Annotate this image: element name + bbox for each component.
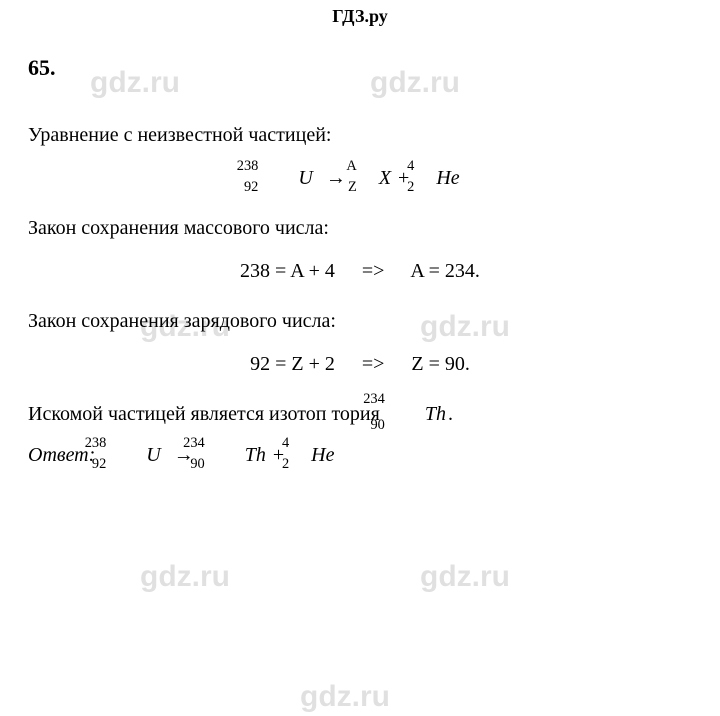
nuclide-u238: 238 92 U — [258, 167, 312, 190]
nuclide-th234: 234 90 Th — [205, 444, 266, 467]
mass-conservation-label: Закон сохранения массового числа: — [28, 214, 692, 242]
equation-charge: 92 = Z + 2 => Z = 90. — [28, 353, 692, 376]
element-symbol: U — [296, 167, 312, 190]
mass-number: 234 — [183, 436, 205, 450]
intro-line: Уравнение с неизвестной частицей: — [28, 121, 692, 149]
nuclide-th234: 234 90 Th — [385, 400, 446, 428]
nuclide-u238: 238 92 U — [106, 444, 160, 467]
atomic-number: 2 — [407, 180, 414, 194]
mass-number: 238 — [85, 436, 107, 450]
element-symbol: U — [144, 444, 160, 467]
atomic-number: 90 — [190, 457, 204, 471]
watermark: gdz.ru — [140, 560, 230, 594]
element-symbol: Th — [423, 400, 446, 428]
problem-number: 65. — [28, 55, 692, 81]
nuclide-he4: 4 2 He — [414, 167, 459, 190]
element-symbol: He — [309, 444, 334, 467]
mass-number: 238 — [237, 159, 259, 173]
result-text: Искомой частицей является изотоп тория — [28, 403, 385, 425]
watermark: gdz.ru — [300, 680, 390, 714]
charge-conservation-label: Закон сохранения зарядового числа: — [28, 307, 692, 335]
element-symbol: He — [434, 167, 459, 190]
mass-eq-rhs: A = 234. — [410, 260, 480, 282]
atomic-number: 90 — [370, 418, 384, 432]
arrow-icon: → — [326, 167, 346, 189]
mass-number: 234 — [363, 392, 385, 406]
equation-mass: 238 = A + 4 => A = 234. — [28, 260, 692, 283]
equation-unknown-particle: 238 92 U → A Z X + 4 2 He — [28, 167, 692, 190]
page-content: 65. Уравнение с неизвестной частицей: 23… — [0, 27, 720, 467]
implies-icon: => — [362, 353, 385, 375]
atomic-number: 2 — [282, 457, 289, 471]
answer-line: Ответ: 238 92 U → 234 90 Th + 4 2 He — [28, 444, 692, 467]
mass-number: 4 — [407, 159, 414, 173]
nuclide-he4: 4 2 He — [289, 444, 334, 467]
element-symbol: Th — [243, 444, 266, 467]
mass-number: A — [346, 159, 356, 173]
charge-eq-rhs: Z = 90. — [411, 353, 470, 375]
watermark: gdz.ru — [420, 560, 510, 594]
result-line: Искомой частицей является изотоп тория 2… — [28, 400, 692, 428]
atomic-number: 92 — [244, 180, 258, 194]
element-symbol: X — [377, 167, 391, 190]
charge-eq-lhs: 92 = Z + 2 — [250, 353, 335, 375]
site-header: ГДЗ.ру — [0, 0, 720, 27]
nuclide-x: A Z X — [357, 167, 391, 190]
mass-number: 4 — [282, 436, 289, 450]
implies-icon: => — [362, 260, 385, 282]
atomic-number: Z — [348, 180, 357, 194]
atomic-number: 92 — [92, 457, 106, 471]
result-period: . — [448, 403, 453, 425]
mass-eq-lhs: 238 = A + 4 — [240, 260, 335, 282]
